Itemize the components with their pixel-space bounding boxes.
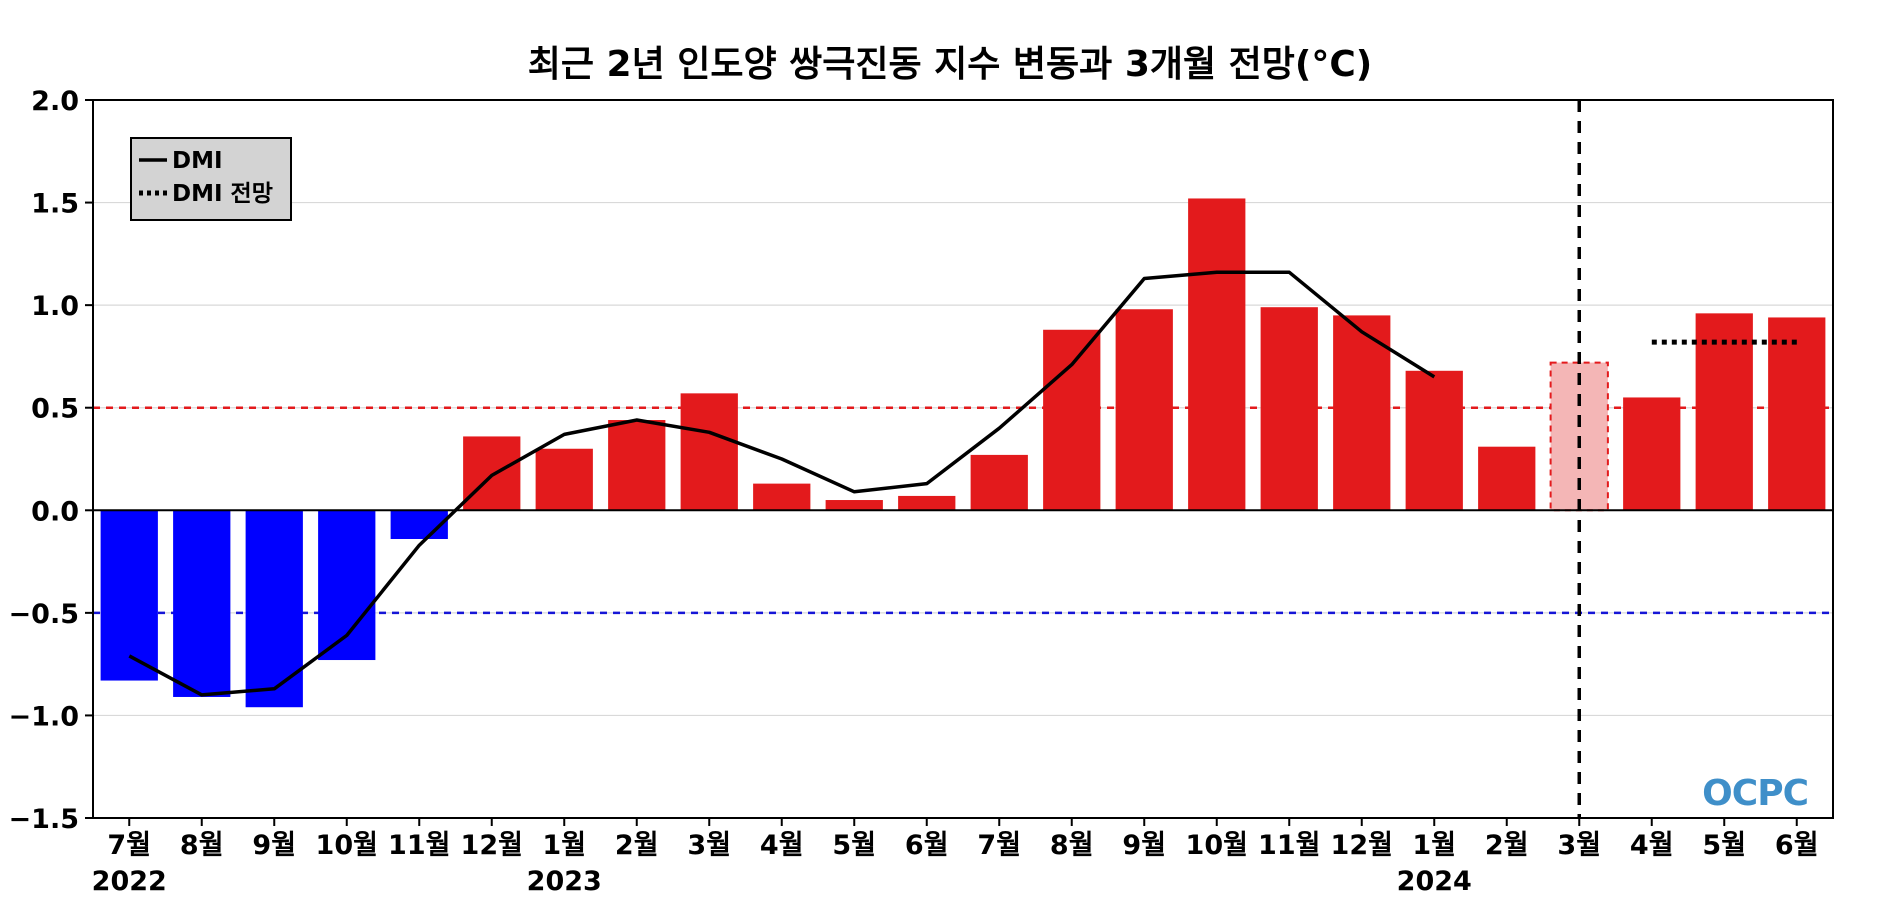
bar bbox=[753, 483, 811, 511]
dmi-lines bbox=[128, 270, 1797, 697]
y-tick-labels: −1.5 −1.0 −0.5 0.0 0.5 1.0 1.5 2.0 bbox=[9, 86, 79, 835]
x-tick-label: 10월 bbox=[316, 830, 378, 861]
bar bbox=[100, 510, 158, 681]
x-tick-label: 5월 bbox=[832, 830, 876, 861]
x-tick-label: 11월 bbox=[388, 830, 450, 861]
x-tick-label: 3월 bbox=[1557, 830, 1601, 861]
year-label: 2022 bbox=[92, 866, 167, 897]
y-tick-label: 1.0 bbox=[31, 291, 79, 322]
x-tick-label: 4월 bbox=[760, 830, 804, 861]
ocpc-logo-text: OCPC bbox=[1702, 773, 1808, 814]
y-tick-label: 2.0 bbox=[31, 86, 79, 117]
x-tick-label: 7월 bbox=[977, 830, 1021, 861]
x-tick-label: 11월 bbox=[1258, 830, 1320, 861]
bar bbox=[825, 500, 883, 511]
bar bbox=[970, 454, 1028, 511]
x-tick-label: 3월 bbox=[687, 830, 731, 861]
x-tick-label: 2월 bbox=[1485, 830, 1529, 861]
x-tick-label: 7월 bbox=[107, 830, 151, 861]
bar bbox=[1115, 309, 1173, 511]
year-label: 2023 bbox=[527, 866, 602, 897]
bar bbox=[1695, 313, 1753, 511]
y-tick-label: −1.0 bbox=[9, 701, 79, 732]
bar bbox=[463, 436, 521, 511]
x-tick-label: 6월 bbox=[905, 830, 949, 861]
bar bbox=[535, 448, 593, 511]
x-tick-label: 2월 bbox=[615, 830, 659, 861]
x-tick-label: 9월 bbox=[252, 830, 296, 861]
bar bbox=[245, 510, 303, 708]
bar bbox=[1260, 307, 1318, 511]
dmi-line bbox=[128, 270, 1436, 697]
x-tick-label: 9월 bbox=[1122, 830, 1166, 861]
bar bbox=[608, 420, 666, 511]
x-tick-label: 5월 bbox=[1702, 830, 1746, 861]
y-tick-label: 0.0 bbox=[31, 496, 79, 527]
legend-box bbox=[130, 137, 292, 221]
x-tick-label: 8월 bbox=[180, 830, 224, 861]
bar bbox=[1768, 317, 1826, 511]
x-tick-labels: 7월 8월 9월 10월 11월 12월 1월 2월 3월 4월 5월 6월 7월 8월 9월 10월 11월 1… bbox=[92, 830, 1819, 897]
legend-dmi-label: DMI bbox=[172, 148, 223, 174]
legend-forecast-label: DMI 전망 bbox=[172, 181, 273, 207]
bar bbox=[1043, 329, 1101, 511]
bars bbox=[100, 198, 1826, 708]
x-tick-label: 12월 bbox=[1331, 830, 1393, 861]
x-tick-label: 6월 bbox=[1775, 830, 1819, 861]
plot-frame bbox=[92, 99, 1834, 819]
chart-title: 최근 2년 인도양 쌍극진동 지수 변동과 3개월 전망(°C) bbox=[528, 44, 1372, 85]
year-label: 2024 bbox=[1397, 866, 1472, 897]
x-tick-label: 4월 bbox=[1630, 830, 1674, 861]
x-tick-label: 8월 bbox=[1050, 830, 1094, 861]
x-tick-label: 10월 bbox=[1186, 830, 1248, 861]
bar bbox=[680, 393, 738, 511]
bar bbox=[1188, 198, 1246, 511]
bar bbox=[1478, 446, 1536, 511]
axes bbox=[85, 99, 1834, 826]
bar bbox=[898, 495, 956, 511]
reference-lines bbox=[93, 406, 1833, 615]
bar bbox=[1623, 397, 1681, 511]
x-tick-label: 1월 bbox=[542, 830, 586, 861]
y-tick-label: 1.5 bbox=[31, 189, 79, 220]
x-tick-label: 1월 bbox=[1412, 830, 1456, 861]
bar bbox=[1405, 370, 1463, 511]
x-tick-label: 12월 bbox=[461, 830, 523, 861]
bar bbox=[1333, 315, 1391, 511]
y-tick-label: 0.5 bbox=[31, 394, 79, 425]
y-tick-label: −0.5 bbox=[9, 599, 79, 630]
bar bbox=[173, 510, 231, 697]
y-tick-label: −1.5 bbox=[9, 804, 79, 835]
ocpc-logo: OCPC bbox=[1702, 773, 1809, 814]
legend: DMI DMI 전망 bbox=[130, 137, 292, 221]
